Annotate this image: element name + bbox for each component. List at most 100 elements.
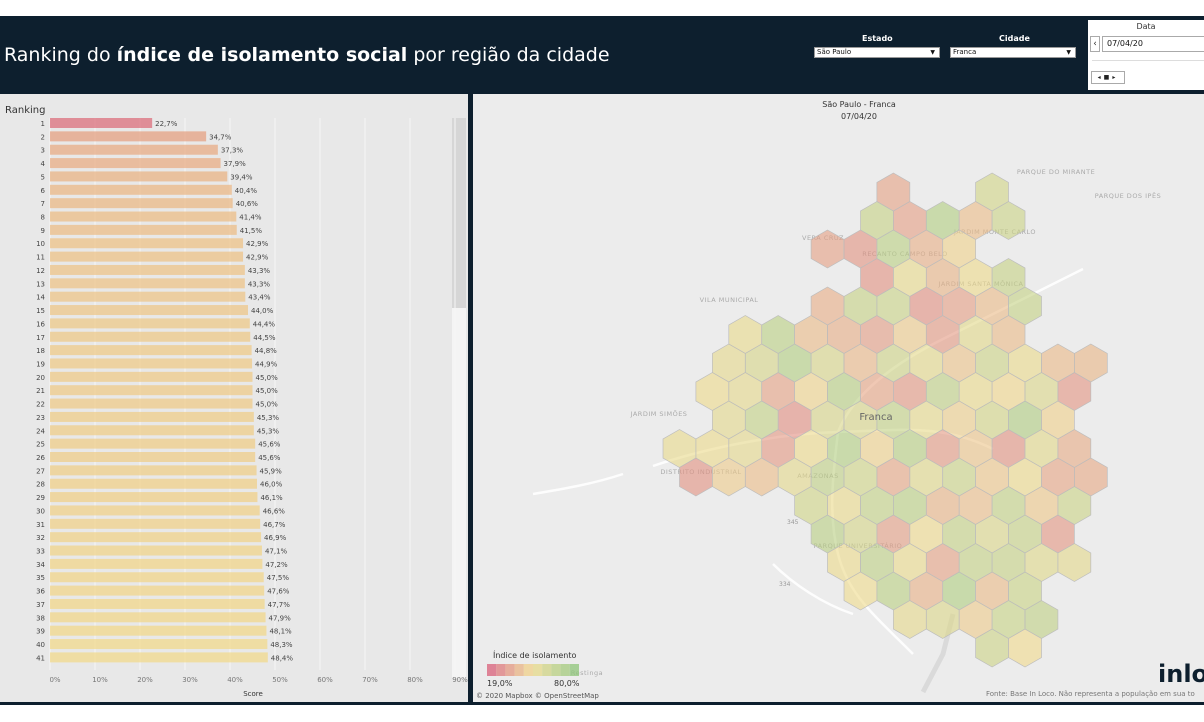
- bar-value-label: 41,4%: [239, 214, 262, 222]
- rank-label: 38: [36, 614, 45, 622]
- rank-label: 24: [36, 427, 45, 435]
- ranking-bar[interactable]: [50, 598, 265, 609]
- ranking-bar[interactable]: [50, 465, 257, 476]
- ranking-bar[interactable]: [50, 532, 262, 543]
- date-slider-track[interactable]: [1092, 60, 1204, 61]
- bar-value-label: 39,4%: [230, 173, 253, 181]
- rank-label: 25: [36, 441, 45, 449]
- ranking-bar[interactable]: [50, 251, 244, 262]
- ranking-bar[interactable]: [50, 385, 253, 396]
- map-attribution[interactable]: © 2020 Mapbox © OpenStreetMap: [476, 692, 599, 700]
- isolation-map[interactable]: PARQUE DO MIRANTE PARQUE DOS IPÊS JARDIM M…: [473, 94, 1204, 702]
- ranking-bar[interactable]: [50, 158, 221, 169]
- bar-value-label: 44,0%: [251, 307, 274, 315]
- ranking-bar[interactable]: [50, 585, 265, 596]
- playback-controls[interactable]: ◂■▸: [1091, 71, 1125, 84]
- x-tick-label: 90%: [452, 676, 468, 684]
- page-title: Ranking do índice de isolamento social p…: [4, 44, 610, 66]
- ranking-bar[interactable]: [50, 425, 254, 436]
- ranking-bar[interactable]: [50, 652, 268, 663]
- ranking-bar[interactable]: [50, 211, 237, 222]
- bar-value-label: 40,6%: [236, 200, 259, 208]
- ranking-bar[interactable]: [50, 318, 250, 329]
- x-tick-label: 20%: [137, 676, 153, 684]
- ranking-bar[interactable]: [50, 572, 264, 583]
- rank-label: 31: [36, 521, 45, 529]
- bar-value-label: 37,9%: [224, 160, 247, 168]
- cidade-label: Cidade: [999, 34, 1030, 43]
- ranking-bar[interactable]: [50, 558, 263, 569]
- ranking-bar[interactable]: [50, 278, 245, 289]
- ranking-bar[interactable]: [50, 144, 218, 155]
- rank-label: 11: [36, 254, 45, 262]
- region-hexagon[interactable]: [991, 201, 1026, 240]
- bar-value-label: 42,9%: [246, 254, 269, 262]
- ranking-bar[interactable]: [50, 625, 267, 636]
- ranking-bar[interactable]: [50, 238, 244, 249]
- rank-label: 20: [36, 374, 45, 382]
- ranking-bar[interactable]: [50, 291, 246, 302]
- rank-label: 22: [36, 401, 45, 409]
- ranking-bar[interactable]: [50, 131, 207, 142]
- ranking-bar[interactable]: [50, 639, 268, 650]
- ranking-bar[interactable]: [50, 171, 228, 182]
- bar-value-label: 45,6%: [258, 441, 281, 449]
- estado-select[interactable]: São Paulo ▼: [814, 47, 940, 58]
- chevron-down-icon: ▼: [1066, 49, 1071, 56]
- ranking-bar[interactable]: [50, 264, 245, 275]
- ranking-bar[interactable]: [50, 518, 261, 529]
- rank-label: 28: [36, 481, 45, 489]
- road: [772, 563, 854, 616]
- legend-min: 19,0%: [487, 679, 513, 688]
- cidade-select[interactable]: Franca ▼: [950, 47, 1076, 58]
- ranking-bar[interactable]: [50, 118, 153, 128]
- ranking-bar[interactable]: [50, 371, 253, 382]
- bar-value-label: 47,1%: [265, 548, 288, 556]
- stop-icon[interactable]: ■: [1103, 74, 1113, 81]
- place-label: JARDIM SIMÕES: [630, 409, 688, 418]
- place-label: JARDIM MONTE CARLO: [953, 228, 1036, 236]
- region-hexagon[interactable]: [1008, 628, 1042, 668]
- ranking-bar[interactable]: [50, 398, 253, 409]
- ranking-bar[interactable]: [50, 478, 257, 489]
- ranking-bar[interactable]: [50, 331, 251, 342]
- ranking-bar[interactable]: [50, 492, 258, 503]
- step-back-icon[interactable]: ◂: [1097, 74, 1104, 81]
- ranking-bar[interactable]: [50, 612, 266, 623]
- legend-max: 80,0%: [554, 679, 580, 688]
- rank-label: 10: [36, 240, 45, 248]
- bar-value-label: 47,2%: [265, 561, 288, 569]
- ranking-bar[interactable]: [50, 184, 232, 195]
- ranking-bar[interactable]: [50, 545, 262, 556]
- ranking-panel: Ranking 1 22,7% 2 34,7% 3 37,3% 4 37,9% 5 39,4% 6 4…: [0, 94, 468, 702]
- ranking-bar[interactable]: [50, 224, 237, 235]
- bar-value-label: 45,3%: [257, 427, 280, 435]
- ranking-bar[interactable]: [50, 198, 233, 209]
- date-input[interactable]: 07/04/20: [1102, 36, 1204, 52]
- ranking-bar[interactable]: [50, 411, 254, 422]
- panel-divider: [468, 94, 473, 702]
- scrollbar-track[interactable]: [452, 308, 466, 678]
- scrollbar-thumb[interactable]: [452, 118, 466, 308]
- bar-value-label: 45,0%: [256, 387, 279, 395]
- previous-date-button[interactable]: ‹: [1090, 36, 1100, 52]
- ranking-bar[interactable]: [50, 345, 252, 356]
- ranking-bar[interactable]: [50, 305, 248, 316]
- ranking-bar[interactable]: [50, 438, 256, 449]
- road-label: 334: [779, 581, 791, 588]
- rank-label: 36: [36, 588, 45, 596]
- x-tick-label: 60%: [317, 676, 333, 684]
- ranking-bar[interactable]: [50, 358, 253, 369]
- ranking-bar[interactable]: [50, 505, 260, 516]
- rank-label: 15: [36, 307, 45, 315]
- bar-value-label: 46,7%: [263, 521, 286, 529]
- x-tick-label: 40%: [227, 676, 243, 684]
- rank-label: 4: [41, 160, 46, 168]
- play-icon[interactable]: ▸: [1112, 74, 1119, 81]
- hex-grid[interactable]: [662, 172, 1108, 668]
- region-hexagon[interactable]: [1057, 543, 1092, 582]
- ranking-bar[interactable]: [50, 452, 256, 462]
- road: [532, 472, 624, 496]
- map-panel[interactable]: PARQUE DO MIRANTE PARQUE DOS IPÊS JARDIM M…: [473, 94, 1204, 702]
